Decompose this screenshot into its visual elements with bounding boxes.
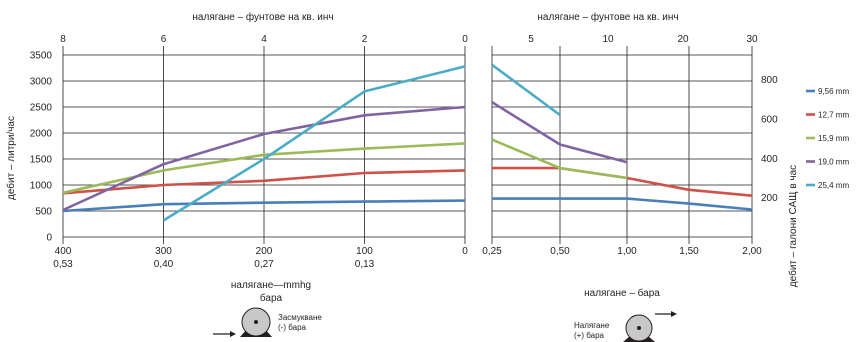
x-tick-label-mmhg: 400: [55, 246, 72, 257]
suction-diagram: Засмукване (-) бара: [213, 307, 324, 337]
legend-label: 15,9 mm: [818, 134, 849, 143]
series-line-15,9 mm: [62, 142, 466, 195]
y-tick-label: 3500: [30, 51, 53, 62]
x-tick-label: 0,25: [482, 246, 502, 257]
pressure-diagram: Налягане (+) бара: [574, 311, 677, 342]
series-line-12,7 mm: [492, 166, 753, 197]
x-tick-label: 2,00: [742, 246, 762, 257]
pressure-diagram-label: Налягане (+) бара: [574, 321, 612, 340]
legend-label: 12,7 mm: [818, 111, 849, 120]
top-tick-label: 6: [161, 34, 167, 45]
suction-pump-hub: [254, 320, 258, 324]
series-line-12,7 mm: [62, 169, 466, 195]
series-line-19,0 mm: [491, 101, 628, 164]
suction-label-line2: (-) бара: [278, 323, 307, 332]
series-line-25,4 mm: [491, 63, 561, 117]
right-y-axis-title: дебит – галони САЩ в час: [787, 165, 799, 287]
x-tick-label: 1,00: [617, 246, 637, 257]
x-tick-label-mmhg: 300: [155, 246, 172, 257]
series-line-9,56 mm: [492, 197, 753, 211]
x-tick-label-mmhg: 200: [256, 246, 273, 257]
left-x-axis-title: налягане—mmhg: [231, 280, 311, 291]
left-top-axis-title: налягане – фунтове на кв. инч: [192, 11, 333, 23]
pressure-plot: 200 400 600 800 5 10 20 30 0,25 0,50 1,00 1,50 2,00: [482, 34, 778, 257]
x-tick-label-mmhg: 100: [356, 246, 373, 257]
x-tick-label-bar: 0,53: [53, 259, 73, 270]
top-tick-label: 30: [746, 34, 758, 45]
top-tick-label: 5: [528, 34, 534, 45]
y-tick-label: 0: [46, 233, 52, 244]
series-line-9,56 mm: [62, 199, 466, 213]
y2-tick-label: 600: [761, 114, 778, 125]
x-tick-label-mmhg: 0: [462, 246, 468, 257]
y-tick-label: 1500: [30, 155, 53, 166]
top-tick-label: 4: [261, 34, 267, 45]
pressure-label-line1: Налягане: [574, 321, 610, 330]
y-tick-label: 2500: [30, 103, 53, 114]
right-x-axis-title: налягане – бара: [584, 287, 660, 299]
legend-label: 9,56 mm: [818, 87, 849, 96]
x-tick-label-bar: 0,27: [254, 259, 274, 270]
suction-plot: 050010001500200025003000350084000,536300…: [30, 34, 468, 270]
suction-label-line1: Засмукване: [278, 313, 322, 322]
suction-diagram-label: Засмукване (-) бара: [278, 313, 324, 332]
top-tick-label: 20: [677, 34, 689, 45]
legend-label: 19,0 mm: [818, 158, 849, 167]
left-y-axis-title: дебит – литри/час: [5, 116, 17, 200]
pressure-label-line2: (+) бара: [574, 331, 605, 340]
y-tick-label: 2000: [30, 129, 53, 140]
y-tick-label: 500: [35, 207, 52, 218]
series-line-15,9 mm: [491, 138, 628, 180]
pressure-arrow-head: [671, 311, 677, 317]
y2-tick-label: 800: [761, 75, 778, 86]
right-top-axis-title: налягане – фунтове на кв. инч: [537, 11, 678, 23]
top-tick-label: 2: [362, 34, 368, 45]
y-tick-label: 1000: [30, 181, 53, 192]
pressure-pump-hub: [637, 326, 641, 330]
legend: 9,56 mm 12,7 mm 15,9 mm 19,0 mm 25,4 mm: [806, 87, 849, 190]
top-tick-label: 10: [602, 34, 614, 45]
legend-label: 25,4 mm: [818, 181, 849, 190]
top-tick-label: 8: [60, 34, 66, 45]
x-tick-label: 1,50: [679, 246, 699, 257]
left-x-axis-title-bar: бара: [260, 292, 283, 304]
x-tick-label: 0,50: [550, 246, 570, 257]
series-line-25,4 mm: [162, 65, 466, 222]
series-line-19,0 mm: [62, 105, 466, 212]
x-tick-label-bar: 0,40: [154, 259, 174, 270]
suction-arrow-head: [230, 331, 236, 337]
y2-tick-label: 400: [761, 154, 778, 165]
top-tick-label: 0: [462, 34, 468, 45]
x-tick-label-bar: 0,13: [355, 259, 375, 270]
y-tick-label: 3000: [30, 77, 53, 88]
y2-tick-label: 200: [761, 193, 778, 204]
